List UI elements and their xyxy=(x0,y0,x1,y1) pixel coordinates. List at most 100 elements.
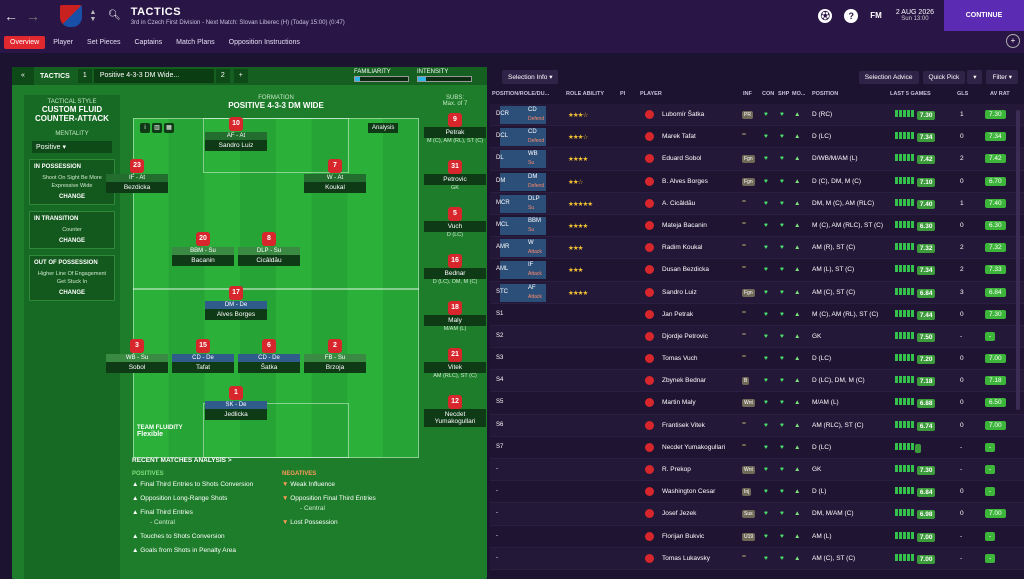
player-name[interactable]: Eduard Sobol xyxy=(662,155,702,163)
collapse-icon[interactable]: « xyxy=(12,67,34,85)
tactic-slot-2[interactable]: 2 xyxy=(215,69,230,83)
player-name[interactable]: Martin Maly xyxy=(662,399,696,407)
tactical-style-name[interactable]: CUSTOM FLUID COUNTER-ATTACK xyxy=(35,105,109,123)
table-row[interactable]: MCL BBM Su ★★★★ Mateja Bacanin ♥ ♥ ▲ M (C)… xyxy=(490,214,1024,238)
tactic-select[interactable]: Positive 4-3-3 DM Wide... xyxy=(93,69,214,83)
table-row[interactable]: - Tomas Lukavsky ♥ ♥ ▲ AM (C), ST (C) 7.… xyxy=(490,547,1024,570)
player-name[interactable]: Washington Cesar xyxy=(662,488,716,496)
col-morale[interactable]: MO... xyxy=(792,91,806,97)
quick-pick-dropdown[interactable]: ▾ xyxy=(967,70,983,84)
pitch-player[interactable]: 15 CD - De Tafat xyxy=(172,339,234,373)
tab-match-plans[interactable]: Match Plans xyxy=(176,38,215,46)
player-name[interactable]: Sandro Luiz xyxy=(662,288,697,296)
sub-player[interactable]: 5 Vuch D (LC) xyxy=(424,207,486,248)
col-con[interactable]: CON xyxy=(762,91,775,97)
player-name[interactable]: Šatka xyxy=(238,362,300,373)
pitch-player[interactable]: 23 IF - At Bezdicka xyxy=(106,159,168,193)
table-row[interactable]: - Josef Jezek Sus ♥ ♥ ▲ DM, M/AM (C) 6.9… xyxy=(490,503,1024,526)
position-cell[interactable]: - xyxy=(496,505,546,523)
position-cell[interactable]: - xyxy=(496,483,546,501)
col-pi[interactable]: PI xyxy=(620,91,626,97)
change-button[interactable]: CHANGE xyxy=(58,290,85,296)
player-name[interactable]: Dusan Bezdicka xyxy=(662,266,709,274)
chevron-updown-icon[interactable]: ▲ ▼ xyxy=(89,8,97,23)
player-role[interactable]: FB - Su xyxy=(304,354,366,362)
player-name[interactable]: Sandro Luiz xyxy=(205,140,267,151)
table-row[interactable]: DCR CD Defend ★★★☆ Lubomír Šatka PR ♥ ♥ ▲ … xyxy=(490,104,1024,127)
player-role[interactable]: IF - At xyxy=(106,174,168,182)
change-button[interactable]: CHANGE xyxy=(58,194,85,200)
col-position-role[interactable]: POSITION/ROLE/DU... xyxy=(492,91,550,97)
sub-player[interactable]: 12 Necdet Yumakogullari xyxy=(424,395,486,436)
table-row[interactable]: STC AF Attack ★★★★ Sandro Luiz Fgn ♥ ♥ ▲ A… xyxy=(490,281,1024,304)
player-role[interactable]: DM - De xyxy=(205,301,267,309)
position-cell[interactable]: S1 xyxy=(496,306,546,324)
add-tactic-button[interactable]: + xyxy=(233,69,248,83)
position-cell[interactable]: - xyxy=(496,461,546,479)
table-row[interactable]: S4 Zbynek Bednar B ♥ ♥ ▲ D (LC), DM, M (… xyxy=(490,370,1024,393)
position-cell[interactable]: S4 xyxy=(496,372,546,390)
pitch-player[interactable]: 10 AF - At Sandro Luiz xyxy=(205,117,267,151)
player-name[interactable]: Zbynek Bednar xyxy=(662,377,707,385)
col-position[interactable]: POSITION xyxy=(812,91,839,97)
back-arrow-icon[interactable]: ← xyxy=(4,7,18,24)
col-player[interactable]: PLAYER xyxy=(640,91,662,97)
player-name[interactable]: Mateja Bacanin xyxy=(662,221,707,229)
scrollbar[interactable] xyxy=(1016,110,1020,410)
player-name[interactable]: Josef Jezek xyxy=(662,510,697,518)
sub-player[interactable]: 21 Vitek AM (RLC), ST (C) xyxy=(424,348,486,389)
sub-name[interactable]: Maly xyxy=(424,315,486,326)
table-row[interactable]: S2 Djordje Petrovic ♥ ♥ ▲ GK 7.50 - - xyxy=(490,325,1024,349)
pitch-player[interactable]: 2 FB - Su Brzoja xyxy=(304,339,366,373)
col-shp[interactable]: SHP xyxy=(778,91,790,97)
fm-menu[interactable]: FM xyxy=(870,11,882,20)
sub-name[interactable]: Petrak xyxy=(424,127,486,138)
sub-name[interactable]: Vuch xyxy=(424,221,486,232)
sub-name[interactable]: Vitek xyxy=(424,362,486,373)
col-last-5-games[interactable]: LAST 5 GAMES xyxy=(890,91,931,97)
player-role[interactable]: W - At xyxy=(304,174,366,182)
player-role[interactable]: BBM - Su xyxy=(172,247,234,255)
player-role[interactable]: SK - De xyxy=(205,401,267,409)
player-role[interactable]: WB - Su xyxy=(106,354,168,362)
intensity-bar[interactable] xyxy=(417,76,472,82)
player-name[interactable]: Tafat xyxy=(172,362,234,373)
tab-opposition-instructions[interactable]: Opposition Instructions xyxy=(228,38,300,46)
col-goals[interactable]: GLS xyxy=(957,91,969,97)
col-av-rat[interactable]: AV RAT xyxy=(990,91,1010,97)
pitch-player[interactable]: 3 WB - Su Sobol xyxy=(106,339,168,373)
position-cell[interactable]: - xyxy=(496,528,546,546)
tab-player[interactable]: Player xyxy=(53,38,74,46)
col-inf[interactable]: INF xyxy=(743,91,752,97)
position-cell[interactable]: S2 xyxy=(496,328,546,346)
table-row[interactable]: DCL CD Defend ★★★☆ Marek Tafat ♥ ♥ ▲ D (LC… xyxy=(490,126,1024,149)
position-cell[interactable]: S3 xyxy=(496,350,546,368)
position-cell[interactable]: S5 xyxy=(496,394,546,412)
player-role[interactable]: DLP - Su xyxy=(238,247,300,255)
position-cell[interactable]: AMR W Attack xyxy=(496,239,546,258)
mentality-select[interactable]: Positive ▾ xyxy=(32,141,112,153)
table-row[interactable]: DM DM Defend ★★☆ B. Alves Borges Fgn ♥ ♥ ▲… xyxy=(490,170,1024,193)
continue-button[interactable]: CONTINUE xyxy=(944,0,1024,31)
player-role[interactable]: CD - De xyxy=(172,354,234,362)
table-row[interactable]: S5 Martin Maly Wnt ♥ ♥ ▲ M/AM (L) 6.88 0… xyxy=(490,392,1024,415)
tactic-slot-1[interactable]: 1 xyxy=(77,69,92,83)
filter-button[interactable]: Filter ▾ xyxy=(986,70,1018,84)
player-name[interactable]: Djordje Petrovic xyxy=(662,332,708,340)
stats-icon[interactable]: ▥ xyxy=(152,123,162,133)
player-name[interactable]: Frantisek Vitek xyxy=(662,421,705,429)
player-name[interactable]: Jan Petrak xyxy=(662,310,694,318)
position-cell[interactable]: S6 xyxy=(496,417,546,435)
player-name[interactable]: R. Prekop xyxy=(662,466,691,473)
position-cell[interactable]: DCL CD Defend xyxy=(496,128,546,147)
sub-player[interactable]: 16 Bednar D (LC), DM, M (C) xyxy=(424,254,486,295)
sub-player[interactable]: 31 Petrovic GK xyxy=(424,160,486,201)
change-button[interactable]: CHANGE xyxy=(58,238,85,244)
pitch-player[interactable]: 8 DLP - Su Cicâldău xyxy=(238,232,300,266)
player-name[interactable]: Cicâldău xyxy=(238,255,300,266)
pitch-player[interactable]: 6 CD - De Šatka xyxy=(238,339,300,373)
player-name[interactable]: A. Cicâldău xyxy=(662,199,696,207)
player-name[interactable]: Koukal xyxy=(304,182,366,193)
player-name[interactable]: B. Alves Borges xyxy=(662,177,708,185)
